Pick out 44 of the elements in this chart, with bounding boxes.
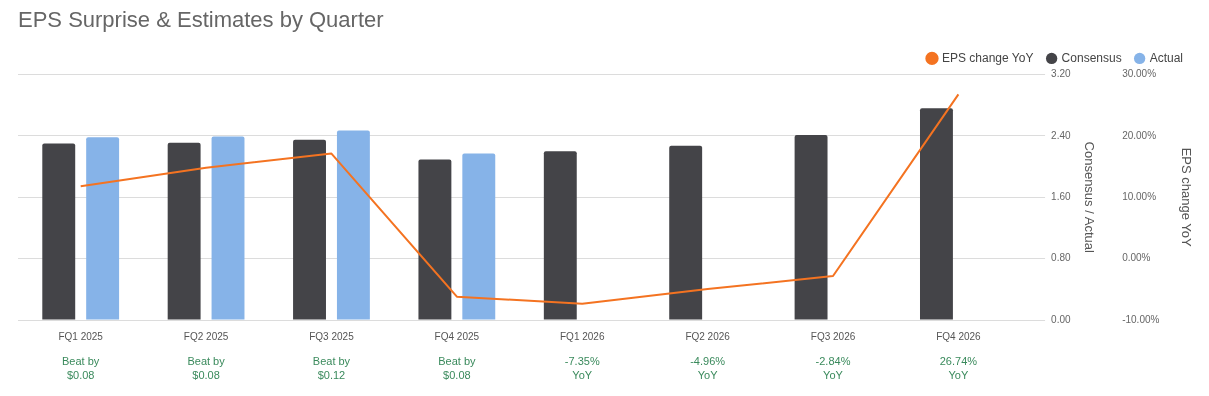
x-tick-label: FQ4 2026 xyxy=(936,330,982,342)
text: Beat by $0.08 xyxy=(187,355,226,382)
y-axis-title: Consensus / Actual xyxy=(1081,141,1097,253)
chart-title: EPS Surprise & Estimates by Quarter xyxy=(18,7,384,33)
legend-label: Consensus xyxy=(1061,50,1122,65)
bar xyxy=(86,137,120,320)
text: -4.96% YoY xyxy=(690,355,726,382)
bar xyxy=(167,142,201,320)
y2-tick-label: -10.00% xyxy=(1122,313,1160,325)
bar xyxy=(669,145,703,320)
text: -2.84% YoY xyxy=(815,355,851,382)
x-tick-label: FQ3 2026 xyxy=(810,330,856,342)
y2-tick-label: 10.00% xyxy=(1122,190,1157,202)
y2-axis-title: EPS change YoY xyxy=(1178,147,1194,248)
y-tick-label: 2.40 xyxy=(1051,129,1071,141)
y-tick-label: 0.80 xyxy=(1051,252,1071,264)
legend-label: Actual xyxy=(1149,50,1184,65)
y-tick-label: 0.00 xyxy=(1051,313,1071,325)
bar xyxy=(42,143,76,320)
bar xyxy=(418,159,452,320)
legend-label: EPS change YoY xyxy=(941,50,1034,65)
x-tick-label: FQ2 2026 xyxy=(685,330,731,342)
text: Beat by $0.12 xyxy=(312,355,351,382)
text: Beat by $0.08 xyxy=(62,355,100,382)
x-tick-label: FQ2 2025 xyxy=(183,330,229,342)
x-tick-label: FQ3 2025 xyxy=(309,330,355,342)
x-tick-label: FQ4 2025 xyxy=(434,330,480,342)
y2-tick-label: 20.00% xyxy=(1122,129,1157,141)
bar xyxy=(462,153,496,320)
text: -7.35% YoY xyxy=(564,355,600,382)
text: Beat by $0.08 xyxy=(438,355,476,382)
bar xyxy=(211,136,245,320)
bar xyxy=(794,135,828,320)
x-tick-label: FQ1 2025 xyxy=(58,330,104,342)
bar xyxy=(543,151,577,320)
text: 26.74% YoY xyxy=(939,355,978,382)
y2-tick-label: 0.00% xyxy=(1122,252,1151,264)
y-tick-label: 1.60 xyxy=(1051,190,1071,202)
bar xyxy=(293,139,326,320)
y2-tick-label: 30.00% xyxy=(1122,68,1157,80)
x-tick-label: FQ1 2026 xyxy=(560,330,605,342)
bar xyxy=(920,108,953,320)
y-tick-label: 3.20 xyxy=(1051,68,1071,80)
bar xyxy=(336,130,370,320)
